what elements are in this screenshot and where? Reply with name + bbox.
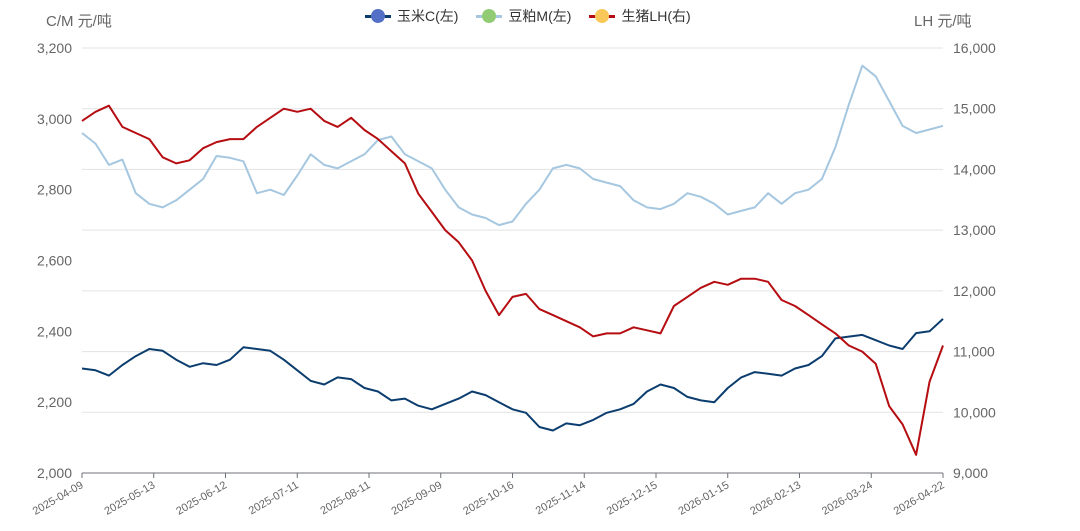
x-tick-label: 2025-11-14: [534, 479, 588, 517]
series-line-1: [81, 64, 944, 227]
legend-item-hog[interactable]: 生猪LH(右): [589, 6, 691, 26]
left-tick-label: 2,400: [37, 323, 72, 339]
right-tick-label: 16,000: [953, 40, 996, 56]
right-tick-label: 10,000: [953, 404, 996, 420]
right-tick-label: 14,000: [953, 161, 996, 177]
left-tick-label: 3,000: [37, 111, 72, 127]
right-tick-label: 12,000: [953, 283, 996, 299]
x-tick-label: 2025-04-09: [31, 479, 86, 518]
legend-label-soymeal: 豆粕M(左): [508, 8, 572, 24]
right-axis-ticks: 9,000 10,000 11,000 12,000 13,000 14,000 15,00…: [953, 40, 996, 481]
x-tick-label: 2026-01-15: [677, 479, 732, 518]
right-tick-label: 11,000: [953, 344, 995, 360]
legend-item-corn[interactable]: 玉米C(左): [365, 6, 458, 26]
x-tick-label: 2025-10-16: [461, 479, 516, 518]
left-tick-label: 3,200: [37, 40, 72, 56]
legend-item-soymeal[interactable]: 豆粕M(左): [476, 6, 571, 26]
legend-label-hog: 生猪LH(右): [621, 8, 691, 24]
right-axis-unit: LH 元/吨: [914, 13, 972, 30]
left-tick-label: 2,000: [37, 465, 72, 481]
left-tick-label: 2,600: [37, 253, 72, 269]
x-tick-label: 2025-09-09: [390, 479, 445, 518]
legend: 玉米C(左) 豆粕M(左) 生猪LH(右): [365, 6, 691, 26]
right-tick-label: 13,000: [953, 222, 996, 238]
x-tick-label: 2026-02-13: [748, 479, 803, 518]
x-tick-label: 2025-07-11: [247, 479, 301, 517]
legend-swatch-hog: [589, 9, 616, 23]
legend-swatch-soymeal: [476, 9, 503, 23]
left-axis-ticks: 2,000 2,200 2,400 2,600 2,800 3,000 3,200: [37, 40, 72, 481]
left-axis-unit: C/M 元/吨: [46, 13, 112, 30]
x-tick-label: 2026-04-22: [892, 479, 947, 518]
legend-swatch-corn: [365, 9, 391, 23]
series-line-0: [81, 318, 944, 432]
grid-lines: [82, 47, 943, 474]
right-tick-label: 9,000: [953, 465, 988, 481]
left-tick-label: 2,200: [37, 394, 72, 410]
x-tick-label: 2025-06-12: [174, 479, 229, 518]
x-tick-label: 2025-08-11: [318, 479, 372, 517]
right-tick-label: 15,000: [953, 101, 996, 117]
legend-label-corn: 玉米C(左): [397, 8, 459, 24]
x-axis-ticks: 2025-04-09 2025-05-13 2025-06-12 2025-07-11…: [31, 473, 947, 518]
series-line-2: [81, 104, 944, 456]
series-lines: [81, 64, 944, 456]
x-tick-label: 2025-12-15: [605, 479, 660, 518]
left-tick-label: 2,800: [37, 182, 72, 198]
x-tick-label: 2025-05-13: [103, 479, 158, 518]
x-tick-label: 2026-03-24: [820, 479, 875, 518]
